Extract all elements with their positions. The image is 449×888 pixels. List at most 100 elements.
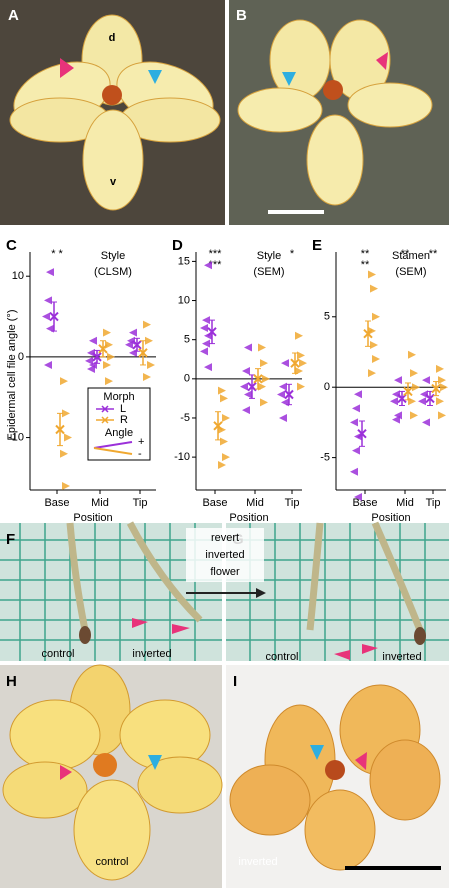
y-tick-label: 0 xyxy=(324,381,330,393)
data-point xyxy=(200,347,208,356)
data-point xyxy=(412,383,420,392)
photo-b: B xyxy=(229,0,449,225)
x-tick-label: Mid xyxy=(246,497,264,509)
data-point xyxy=(103,328,111,337)
data-point xyxy=(370,340,378,349)
mean-marker xyxy=(290,358,300,368)
legend-marker xyxy=(96,416,114,424)
arrow-text: flower xyxy=(210,566,240,578)
panel-label: E xyxy=(312,237,322,254)
chart-title: Style xyxy=(257,250,281,262)
x-axis-label: Position xyxy=(229,512,268,524)
data-point xyxy=(244,343,252,352)
y-tick-label: -10 xyxy=(8,431,24,443)
angle-icon xyxy=(93,447,133,455)
x-tick-label: Base xyxy=(352,497,377,509)
data-point xyxy=(279,382,287,391)
mean-marker xyxy=(207,327,217,337)
mean-marker xyxy=(132,340,142,350)
significance: * xyxy=(290,248,295,260)
arrow-text: inverted xyxy=(205,549,244,561)
panel-label: H xyxy=(6,673,17,690)
data-point xyxy=(105,340,113,349)
data-point xyxy=(242,367,250,375)
data-point xyxy=(60,377,68,386)
y-tick-label: -5 xyxy=(320,452,330,464)
mean-marker xyxy=(247,381,257,392)
data-point xyxy=(218,386,226,395)
mean-marker xyxy=(92,352,102,362)
legend-label: + xyxy=(138,436,144,448)
significance: *** xyxy=(209,248,223,260)
significance: * * xyxy=(51,248,63,260)
legend-title: Morph xyxy=(103,391,134,403)
data-point xyxy=(129,328,137,337)
chart-title: Stamen xyxy=(392,250,430,262)
mean-marker xyxy=(284,389,294,400)
data-point xyxy=(410,369,418,378)
data-point xyxy=(145,336,153,345)
y-axis-label: Epidermal cell file angle (°) xyxy=(6,310,18,441)
data-point xyxy=(107,352,115,361)
data-point xyxy=(147,360,155,369)
mean-marker xyxy=(431,383,441,394)
chart-subtitle: (CLSM) xyxy=(94,266,132,278)
data-point xyxy=(372,355,380,364)
data-point xyxy=(368,369,376,378)
data-point xyxy=(281,359,289,368)
data-point xyxy=(277,390,285,399)
data-point xyxy=(350,467,358,476)
y-tick-label: 15 xyxy=(178,255,190,267)
legend-label: R xyxy=(120,414,128,426)
data-point xyxy=(295,331,303,340)
mean-marker xyxy=(213,421,223,431)
data-point xyxy=(279,413,287,422)
data-point xyxy=(436,397,444,406)
data-point xyxy=(87,348,95,357)
data-point xyxy=(370,284,378,293)
data-point xyxy=(297,351,305,360)
legend-label: - xyxy=(138,448,142,460)
data-point xyxy=(220,394,228,403)
legend-title: Angle xyxy=(105,427,133,439)
panel-label: A xyxy=(8,7,19,24)
data-point xyxy=(410,411,418,420)
legend-label: L xyxy=(120,403,126,415)
legend-marker xyxy=(96,405,114,413)
y-tick-label: 10 xyxy=(178,294,190,306)
data-point xyxy=(354,493,362,502)
data-point xyxy=(262,374,270,383)
data-point xyxy=(204,363,212,372)
x-tick-label: Base xyxy=(202,497,227,509)
mean-marker xyxy=(425,393,435,404)
data-point xyxy=(436,364,444,373)
photo-caption: control xyxy=(95,856,128,868)
data-point xyxy=(440,383,448,392)
data-point xyxy=(44,360,52,369)
data-point xyxy=(418,397,426,406)
data-point xyxy=(218,460,226,469)
angle-icon xyxy=(93,441,133,449)
significance: ** xyxy=(429,248,438,260)
data-point xyxy=(222,413,230,422)
mean-marker xyxy=(253,374,263,384)
photo-caption: control xyxy=(265,651,298,663)
photo-caption: inverted xyxy=(132,648,171,660)
data-point xyxy=(392,390,400,399)
data-point xyxy=(204,261,212,270)
data-point xyxy=(62,481,70,490)
data-point xyxy=(368,270,376,279)
data-point xyxy=(422,376,430,385)
y-tick-label: -10 xyxy=(174,451,190,463)
data-point xyxy=(85,356,93,365)
data-point xyxy=(260,398,268,407)
photo-caption: control xyxy=(41,648,74,660)
panel-label: F xyxy=(6,531,15,548)
revert-arrow: revert inverted flower xyxy=(186,528,266,598)
y-tick-label: -5 xyxy=(180,412,190,424)
data-point xyxy=(220,437,228,446)
data-point xyxy=(64,433,72,442)
data-point xyxy=(244,390,252,399)
significance: ** xyxy=(361,259,370,271)
data-point xyxy=(125,340,133,349)
